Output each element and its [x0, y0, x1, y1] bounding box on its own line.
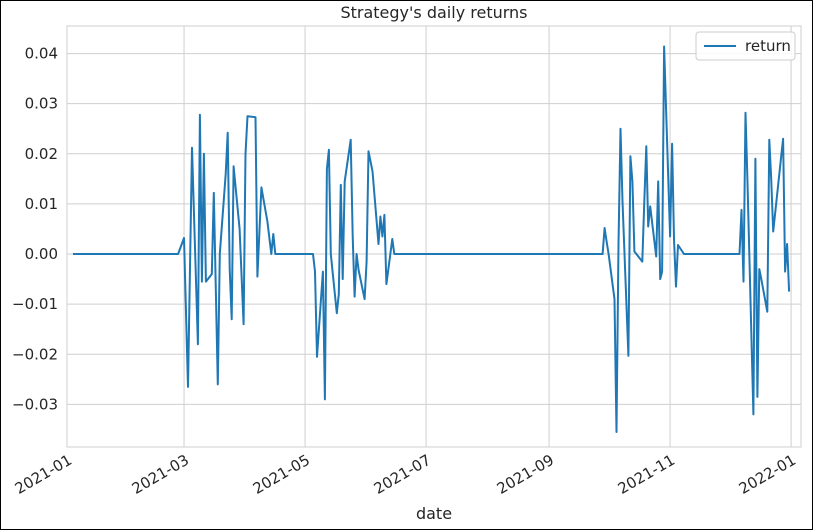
series-layer	[73, 45, 791, 433]
y-tick-labels: 0.04 0.03 0.02 0.01 0.00 −0.01 −0.02 −0.03	[12, 45, 58, 414]
y-tick-label: −0.02	[12, 345, 58, 363]
legend-box	[695, 31, 796, 61]
x-tick-label: 2021-01	[12, 451, 75, 498]
y-tick-label: 0.04	[25, 45, 58, 63]
y-tick-label: 0.02	[25, 145, 58, 163]
x-tick-label: 2021-07	[371, 451, 434, 498]
y-tick-label: −0.01	[12, 295, 58, 313]
legend: return	[695, 31, 796, 61]
x-tick-label: 2022-01	[736, 451, 799, 498]
y-tick-label: 0.01	[25, 195, 58, 213]
x-axis-label: date	[416, 504, 452, 523]
series-line-return	[73, 45, 791, 433]
x-tick-label: 2021-09	[494, 451, 557, 498]
legend-label-return: return	[745, 37, 791, 55]
x-tick-label: 2021-03	[129, 451, 192, 498]
y-tick-label: 0.03	[25, 95, 58, 113]
x-tick-label: 2021-05	[250, 451, 313, 498]
x-tick-label: 2021-11	[615, 451, 678, 498]
chart-title: Strategy's daily returns	[340, 3, 527, 22]
grid-layer	[66, 26, 801, 447]
plot-area-frame	[66, 25, 802, 448]
y-tick-label: −0.03	[12, 395, 58, 413]
x-tick-labels: 2021-01 2021-03 2021-05 2021-07 2021-09 2021-…	[12, 451, 799, 498]
y-tick-label: 0.00	[25, 245, 58, 263]
